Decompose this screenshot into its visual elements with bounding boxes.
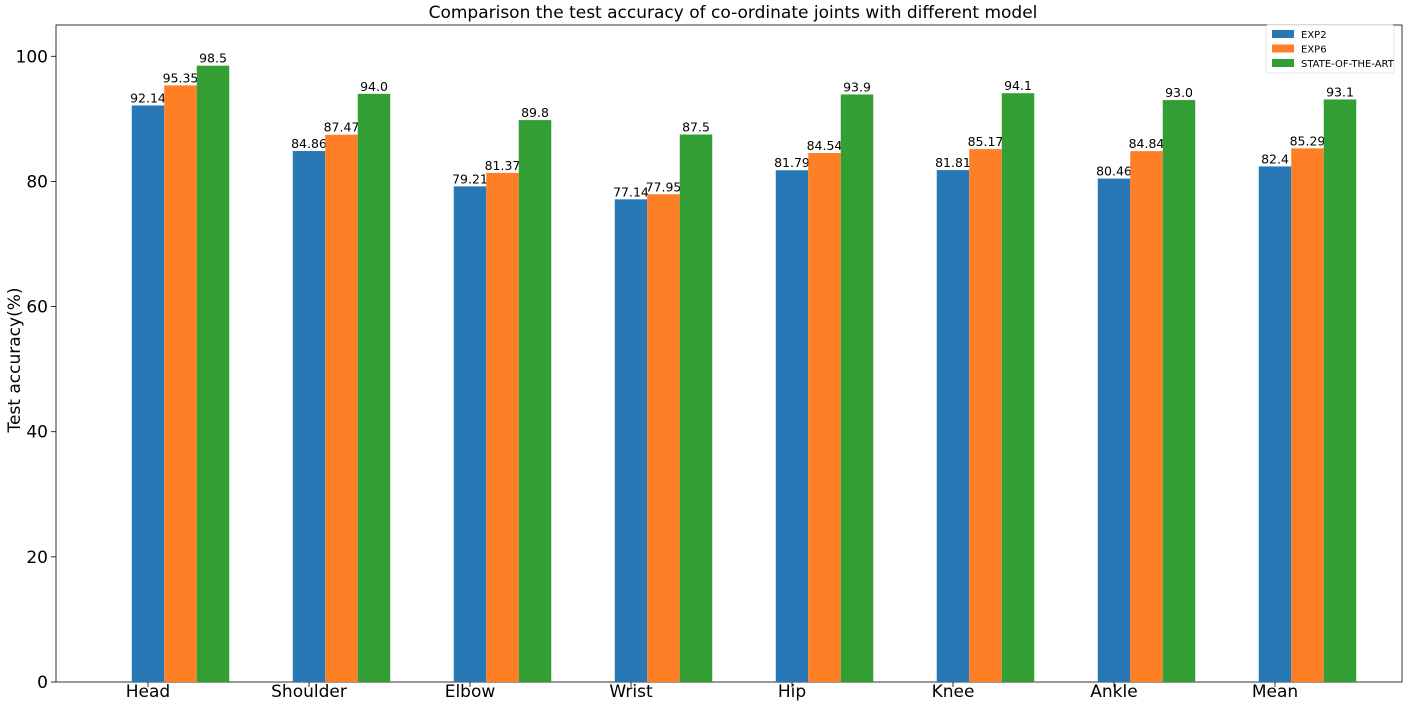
x-tick-label: Head <box>126 682 170 702</box>
bar-exp6-elbow <box>486 172 519 682</box>
plot-frame <box>55 24 1403 683</box>
data-label: 85.17 <box>968 134 1004 149</box>
bar-exp2-hip <box>775 170 809 683</box>
data-label: 93.1 <box>1326 84 1354 99</box>
bar-exp6-shoulder <box>325 134 358 682</box>
bar-exp6-knee <box>969 149 1002 682</box>
data-label: 77.95 <box>646 179 682 194</box>
data-label: 94.1 <box>1004 78 1032 93</box>
legend-frame <box>1265 24 1395 74</box>
bar-state-of-the-art-head <box>196 65 230 682</box>
bar-exp6-mean <box>1291 148 1324 682</box>
bar-exp2-wrist <box>614 199 648 682</box>
data-label: 95.35 <box>163 70 199 85</box>
data-label: 81.79 <box>774 155 810 170</box>
data-label: 85.29 <box>1290 133 1326 148</box>
bar-exp6-ankle <box>1130 151 1163 683</box>
legend-swatch <box>1272 59 1294 67</box>
data-label: 84.86 <box>291 136 327 151</box>
y-tick-label: 60 <box>26 298 48 318</box>
y-tick-label: 20 <box>26 548 48 568</box>
x-tick-label: Shoulder <box>271 682 347 702</box>
legend-swatch <box>1272 44 1294 53</box>
bar-state-of-the-art-hip <box>840 94 874 682</box>
data-label: 84.84 <box>1129 136 1165 151</box>
bar-state-of-the-art-mean <box>1323 99 1357 682</box>
data-label: 98.5 <box>199 51 227 66</box>
bar-exp2-elbow <box>453 186 487 683</box>
bar-state-of-the-art-shoulder <box>357 93 391 683</box>
x-tick-label: Wrist <box>609 682 653 702</box>
bar-exp2-head <box>131 105 165 682</box>
legend-entry: EXP2 <box>1301 30 1327 41</box>
data-label: 82.4 <box>1261 151 1289 166</box>
legend-entry: EXP6 <box>1301 45 1327 56</box>
data-label: 87.5 <box>682 120 710 135</box>
data-label: 80.46 <box>1096 164 1132 179</box>
data-label: 79.21 <box>452 171 488 186</box>
data-label: 94.0 <box>360 79 388 94</box>
bar-exp2-shoulder <box>292 151 326 682</box>
bar-exp2-ankle <box>1097 178 1131 682</box>
data-label: 84.54 <box>807 138 843 153</box>
data-label: 77.14 <box>613 184 649 199</box>
bar-exp2-knee <box>936 170 970 682</box>
y-tick-label: 100 <box>16 47 48 67</box>
data-label: 93.9 <box>843 79 871 94</box>
bar-exp2-mean <box>1258 166 1292 682</box>
legend: EXP2 EXP6 STATE-OF-THE-ART <box>1265 24 1395 74</box>
data-label: 92.14 <box>130 90 166 105</box>
data-label: 87.47 <box>324 120 360 135</box>
data-label: 81.37 <box>485 158 521 173</box>
y-axis-label: Test accuracy(%) <box>5 288 25 434</box>
y-tick-label: 80 <box>26 172 48 192</box>
y-tick-label: 40 <box>26 423 48 443</box>
data-label: 89.8 <box>521 105 549 120</box>
bar-state-of-the-art-elbow <box>518 120 552 682</box>
chart-title: Comparison the test accuracy of co-ordin… <box>429 3 1038 23</box>
x-tick-label: Hip <box>778 682 806 702</box>
bar-state-of-the-art-knee <box>1001 93 1035 682</box>
bar-state-of-the-art-wrist <box>679 134 713 682</box>
y-tick-label: 0 <box>37 673 48 693</box>
legend-entry: STATE-OF-THE-ART <box>1301 59 1395 70</box>
x-tick-label: Elbow <box>445 682 496 702</box>
x-tick-label: Knee <box>932 682 975 702</box>
data-label: 81.81 <box>935 155 971 170</box>
legend-swatch <box>1272 30 1294 38</box>
data-label: 93.0 <box>1165 85 1193 100</box>
bar-exp6-head <box>164 85 197 683</box>
x-tick-label: Mean <box>1252 682 1298 702</box>
bar-state-of-the-art-ankle <box>1162 100 1196 683</box>
bar-exp6-hip <box>808 153 841 683</box>
bar-exp6-wrist <box>647 194 680 682</box>
x-tick-label: Ankle <box>1090 682 1137 702</box>
